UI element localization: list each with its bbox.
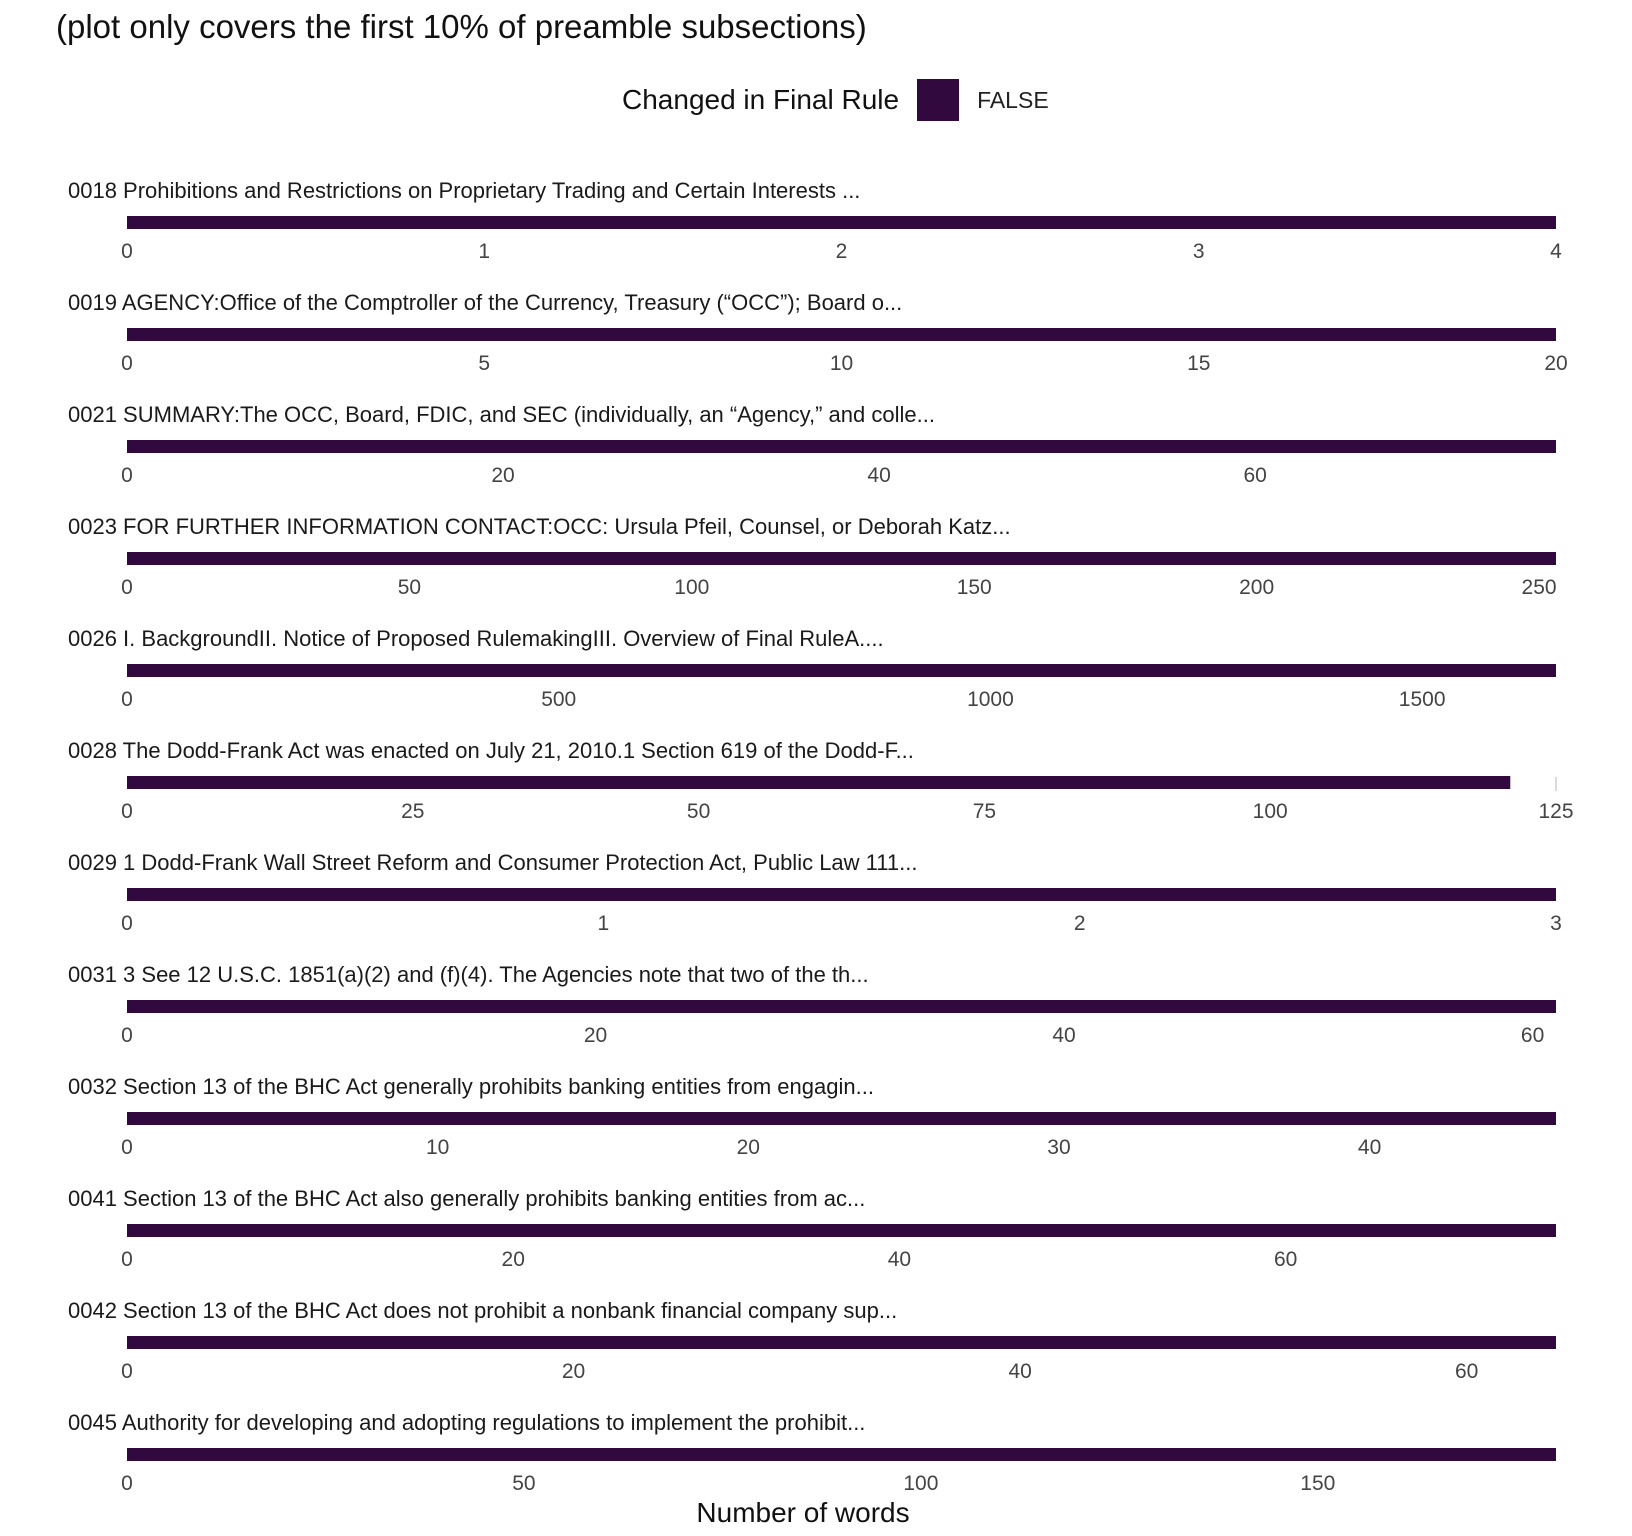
x-tick-label: 5 [478,352,490,375]
x-tick-label: 0 [121,1248,133,1271]
x-tick-label: 40 [867,464,890,487]
x-tick-label: 0 [121,1472,133,1495]
x-tick-label: 20 [737,1136,760,1159]
x-tick-label: 0 [121,1136,133,1159]
x-tick-label: 200 [1239,576,1274,599]
x-tick-label: 0 [121,352,133,375]
x-tick-label: 0 [121,240,133,263]
x-tick-label: 40 [888,1248,911,1271]
x-tick-label: 20 [502,1248,525,1271]
facet-label: 0032 Section 13 of the BHC Act generally… [68,1074,874,1099]
facet-label: 0026 I. BackgroundII. Notice of Proposed… [68,626,884,651]
x-tick-label: 20 [491,464,514,487]
facet-label: 0021 SUMMARY:The OCC, Board, FDIC, and S… [68,402,935,427]
facet-label: 0023 FOR FURTHER INFORMATION CONTACT:OCC… [68,514,1011,539]
x-tick-label: 1 [597,912,609,935]
x-tick-label: 10 [830,352,853,375]
x-tick-label: 0 [121,1024,133,1047]
bar [127,328,1556,341]
x-tick-label: 3 [1193,240,1205,263]
x-tick-label: 0 [121,464,133,487]
facet-label: 0029 1 Dodd-Frank Wall Street Reform and… [68,850,917,875]
x-tick-label: 50 [687,800,710,823]
x-tick-label: 1500 [1399,688,1446,711]
x-tick-label: 2 [836,240,848,263]
x-tick-label: 100 [1253,800,1288,823]
facet-panel: 0032 Section 13 of the BHC Act generally… [68,1074,1556,1159]
bar [127,1336,1556,1349]
legend: Changed in Final Rule FALSE [622,78,1049,122]
bar [127,440,1556,453]
facet-panel: 0042 Section 13 of the BHC Act does not … [68,1298,1556,1383]
x-tick-label: 20 [562,1360,585,1383]
x-tick-label: 60 [1455,1360,1478,1383]
facet-panel: 0023 FOR FURTHER INFORMATION CONTACT:OCC… [68,514,1557,599]
x-tick-label: 20 [584,1024,607,1047]
x-tick-label: 0 [121,800,133,823]
facet-panel: 0041 Section 13 of the BHC Act also gene… [68,1186,1556,1271]
x-tick-label: 50 [512,1472,535,1495]
facet-label: 0041 Section 13 of the BHC Act also gene… [68,1186,865,1211]
bar [127,1000,1556,1013]
x-tick-label: 0 [121,688,133,711]
x-tick-label: 60 [1274,1248,1297,1271]
facet-panel: 0021 SUMMARY:The OCC, Board, FDIC, and S… [68,402,1556,487]
facet-label: 0019 AGENCY:Office of the Comptroller of… [68,290,902,315]
facet-label: 0018 Prohibitions and Restrictions on Pr… [68,178,860,203]
facet-panel: 0031 3 See 12 U.S.C. 1851(a)(2) and (f)(… [68,962,1556,1047]
bar [127,664,1556,677]
x-tick-label: 75 [973,800,996,823]
x-tick-label: 40 [1052,1024,1075,1047]
bar [127,1448,1556,1461]
x-tick-label: 100 [903,1472,938,1495]
chart-title: (plot only covers the first 10% of pream… [56,8,867,45]
facet-label: 0042 Section 13 of the BHC Act does not … [68,1298,897,1323]
x-tick-label: 15 [1187,352,1210,375]
legend-key-label: FALSE [977,86,1049,113]
facet-panel: 0028 The Dodd-Frank Act was enacted on J… [68,738,1574,823]
x-tick-label: 3 [1550,912,1562,935]
x-tick-label: 125 [1538,800,1573,823]
bar [127,216,1556,229]
x-tick-label: 40 [1358,1136,1381,1159]
bar [127,552,1556,565]
bar [127,888,1556,901]
facet-panel: 0019 AGENCY:Office of the Comptroller of… [68,290,1568,375]
x-tick-label: 25 [401,800,424,823]
x-tick-label: 50 [398,576,421,599]
x-tick-label: 20 [1544,352,1567,375]
x-tick-label: 10 [426,1136,449,1159]
x-tick-label: 1000 [967,688,1014,711]
x-tick-label: 100 [674,576,709,599]
facet-panel: 0045 Authority for developing and adopti… [68,1410,1556,1495]
x-tick-label: 150 [1300,1472,1335,1495]
x-tick-label: 40 [1008,1360,1031,1383]
x-tick-label: 30 [1047,1136,1070,1159]
bar [127,1112,1556,1125]
x-axis-title: Number of words [696,1497,909,1528]
x-tick-label: 150 [957,576,992,599]
x-tick-label: 1 [478,240,490,263]
x-tick-label: 4 [1550,240,1562,263]
facet-panel: 0018 Prohibitions and Restrictions on Pr… [68,178,1562,263]
x-tick-label: 500 [541,688,576,711]
x-tick-label: 60 [1243,464,1266,487]
x-tick-label: 250 [1522,576,1557,599]
legend-title: Changed in Final Rule [622,84,900,115]
facet-label: 0045 Authority for developing and adopti… [68,1410,865,1435]
facet-label: 0031 3 See 12 U.S.C. 1851(a)(2) and (f)(… [68,962,869,987]
x-tick-label: 60 [1521,1024,1544,1047]
x-tick-label: 0 [121,1360,133,1383]
facet-panel: 0026 I. BackgroundII. Notice of Proposed… [68,626,1556,711]
facet-panel: 0029 1 Dodd-Frank Wall Street Reform and… [68,850,1562,935]
x-tick-label: 0 [121,912,133,935]
bar [127,1224,1556,1237]
bar [127,776,1511,789]
x-tick-label: 0 [121,576,133,599]
x-tick-label: 2 [1074,912,1086,935]
legend-key-swatch [917,79,960,121]
facet-label: 0028 The Dodd-Frank Act was enacted on J… [68,738,914,763]
facet-panels: 0018 Prohibitions and Restrictions on Pr… [68,178,1574,1495]
